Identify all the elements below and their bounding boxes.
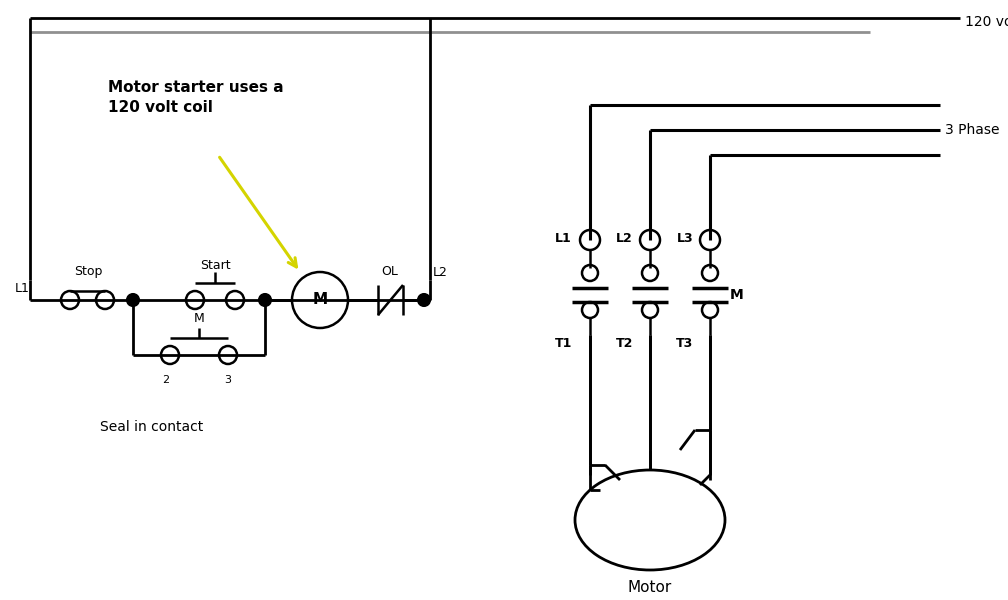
Text: T2: T2 <box>616 337 633 350</box>
Circle shape <box>418 294 430 306</box>
Text: L2: L2 <box>433 266 448 279</box>
Text: T3: T3 <box>675 337 694 350</box>
Text: M: M <box>312 292 328 307</box>
Text: M: M <box>730 288 744 302</box>
Text: Seal in contact: Seal in contact <box>100 420 204 434</box>
Text: L2: L2 <box>616 232 633 245</box>
Circle shape <box>259 294 271 306</box>
Text: Stop: Stop <box>74 265 102 278</box>
Text: M: M <box>194 312 205 325</box>
Text: Motor starter uses a
120 volt coil: Motor starter uses a 120 volt coil <box>108 80 283 115</box>
Text: T1: T1 <box>554 337 572 350</box>
Text: L1: L1 <box>15 282 30 295</box>
Text: Start: Start <box>200 259 230 272</box>
Text: 3 Phase: 3 Phase <box>946 123 1000 137</box>
Text: 2: 2 <box>162 375 169 385</box>
Text: 120 volt: 120 volt <box>965 15 1008 29</box>
Text: Motor: Motor <box>628 580 672 595</box>
Text: L1: L1 <box>555 232 572 245</box>
Circle shape <box>127 294 139 306</box>
Text: 3: 3 <box>225 375 232 385</box>
Text: OL: OL <box>382 265 398 278</box>
Text: L3: L3 <box>676 232 694 245</box>
